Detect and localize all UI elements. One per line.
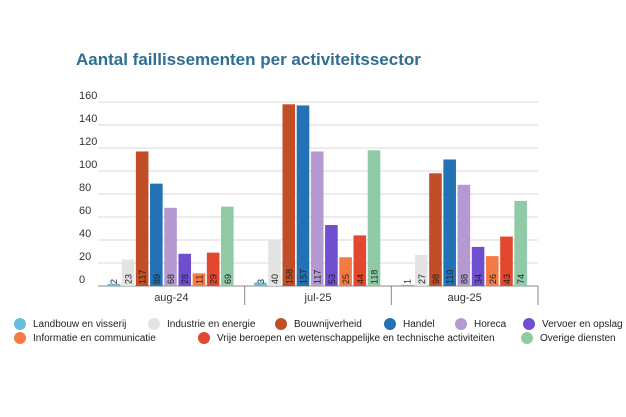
- bar-value-label: 88: [459, 274, 469, 284]
- legend-item[interactable]: Informatie en communicatie: [14, 332, 156, 344]
- bar-value-label: 118: [370, 270, 380, 284]
- bar: [310, 151, 324, 286]
- bar-value-label: 110: [445, 270, 455, 284]
- bar: [135, 151, 149, 286]
- bar: [164, 207, 177, 286]
- legend-swatch: [198, 332, 210, 344]
- legend-swatch: [455, 318, 467, 330]
- x-category-label: aug-24: [154, 292, 188, 304]
- legend-item[interactable]: Handel: [384, 318, 435, 330]
- bar-value-label: 74: [516, 274, 526, 284]
- bar: [457, 184, 471, 286]
- legend-swatch: [384, 318, 396, 330]
- legend-swatch: [14, 332, 26, 344]
- bar-value-label: 25: [341, 274, 351, 284]
- legend-item[interactable]: Vrije beroepen en wetenschappelijke en t…: [198, 332, 495, 344]
- legend-label: Vervoer en opslag: [542, 318, 623, 330]
- bar: [296, 105, 310, 286]
- y-tick-label: 80: [79, 182, 91, 194]
- bar: [443, 159, 456, 286]
- legend-label: Handel: [403, 318, 435, 330]
- bar: [282, 104, 296, 286]
- x-category-label: jul-25: [304, 292, 332, 304]
- bar: [485, 256, 499, 286]
- bar-value-label: 89: [152, 274, 162, 284]
- bar: [414, 254, 428, 286]
- legend-item[interactable]: Overige diensten: [521, 332, 616, 344]
- bar-value-label: 98: [431, 274, 441, 284]
- legend-label: Informatie en communicatie: [33, 332, 156, 344]
- bar-value-label: 44: [355, 274, 365, 284]
- bar-value-label: 69: [223, 274, 233, 284]
- bar: [268, 240, 281, 286]
- legend-item[interactable]: Vervoer en opslag: [523, 318, 623, 330]
- bar: [150, 183, 163, 286]
- y-tick-label: 20: [79, 251, 91, 263]
- legend-label: Industrie en energie: [167, 318, 256, 330]
- legend-item[interactable]: Landbouw en visserij: [14, 318, 126, 330]
- y-tick-label: 160: [79, 90, 97, 102]
- bar: [353, 235, 367, 286]
- bar: [121, 259, 135, 286]
- legend-label: Horeca: [474, 318, 507, 330]
- y-tick-label: 0: [79, 274, 85, 286]
- bar: [400, 284, 414, 286]
- bar: [325, 225, 338, 286]
- bar: [107, 283, 121, 286]
- bar: [221, 206, 234, 286]
- bar: [192, 273, 206, 286]
- legend-item[interactable]: Bouwnijverheid: [275, 318, 362, 330]
- bar: [339, 257, 352, 286]
- bar-value-label: 117: [138, 270, 148, 284]
- legend-label: Landbouw en visserij: [33, 318, 127, 330]
- bar: [206, 252, 220, 286]
- legend-item[interactable]: Horeca: [455, 318, 506, 330]
- bar-value-label: 40: [270, 274, 280, 284]
- y-tick-label: 120: [79, 136, 97, 148]
- bar-value-label: 27: [417, 274, 427, 284]
- legend-label: Overige diensten: [540, 332, 616, 344]
- legend-swatch: [14, 318, 26, 330]
- y-tick-label: 40: [79, 228, 91, 240]
- bar-value-label: 158: [284, 269, 294, 284]
- bar-value-label: 23: [123, 274, 133, 284]
- bar-value-label: 28: [180, 274, 190, 284]
- bar-value-label: 53: [327, 274, 337, 284]
- y-tick-label: 100: [79, 159, 97, 171]
- bar: [500, 236, 513, 286]
- legend-swatch: [523, 318, 535, 330]
- bar: [254, 282, 267, 286]
- bar-value-label: 117: [313, 270, 323, 284]
- bar-value-label: 34: [474, 274, 484, 284]
- bar-value-label: 157: [299, 269, 309, 284]
- bar-value-label: 11: [194, 275, 204, 284]
- legend-item[interactable]: Industrie en energie: [148, 318, 255, 330]
- chart-title: Aantal faillissementen per activiteitsse…: [76, 50, 421, 69]
- bar: [471, 246, 485, 286]
- bar: [429, 173, 442, 286]
- y-tick-label: 140: [79, 113, 97, 125]
- bar: [178, 253, 192, 286]
- bar-value-label: 68: [166, 274, 176, 284]
- bar: [514, 200, 527, 286]
- legend-label: Bouwnijverheid: [294, 318, 362, 330]
- legend-swatch: [148, 318, 160, 330]
- legend-swatch: [521, 332, 533, 344]
- bar: [367, 150, 381, 286]
- legend-swatch: [275, 318, 287, 330]
- bar-value-label: 1: [403, 279, 413, 284]
- x-category-label: aug-25: [448, 292, 482, 304]
- bar-value-label: 29: [209, 274, 219, 284]
- y-tick-label: 60: [79, 205, 91, 217]
- legend-label: Vrije beroepen en wetenschappelijke en t…: [217, 332, 495, 344]
- bar-value-label: 43: [502, 274, 512, 284]
- bar-value-label: 3: [256, 279, 266, 284]
- bar-value-label: 26: [488, 274, 498, 284]
- bar-value-label: 2: [109, 279, 119, 284]
